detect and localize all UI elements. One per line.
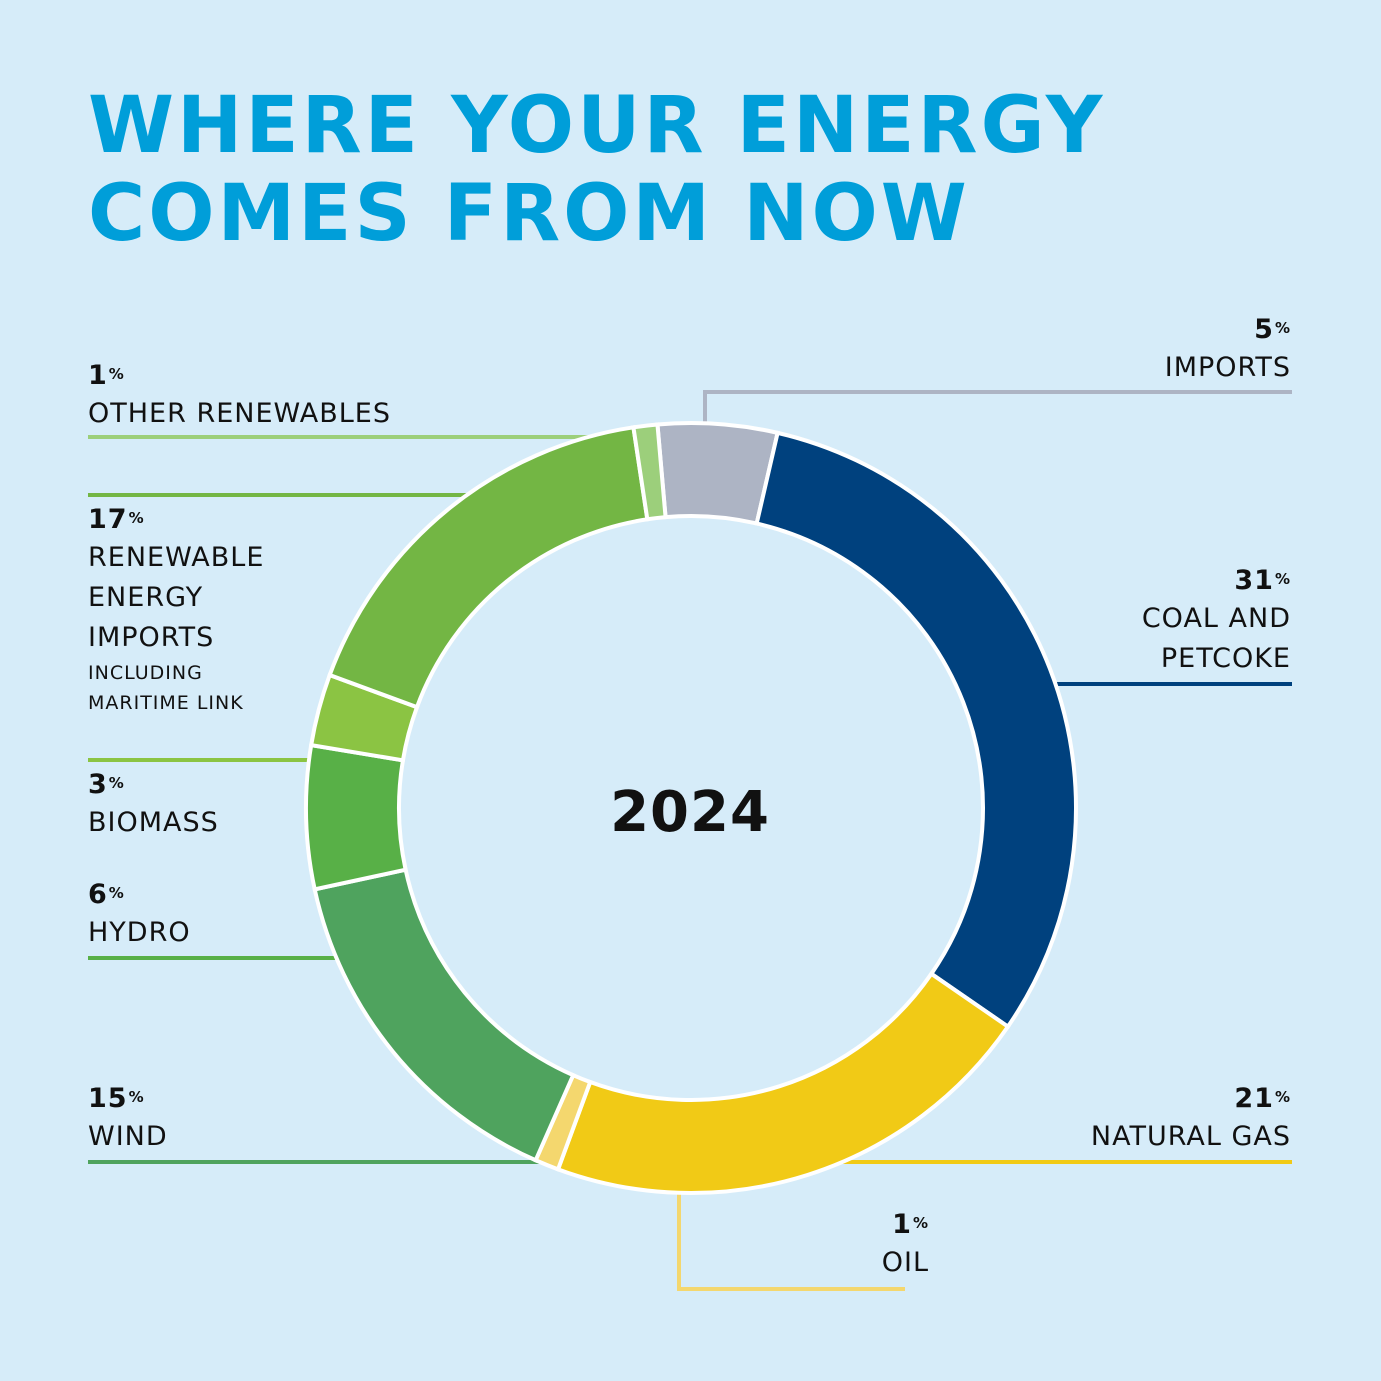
label-other-renewables-name: OTHER RENEWABLES: [88, 398, 391, 429]
label-oil-name: OIL: [881, 1247, 929, 1278]
leader-line-imports: [703, 390, 1292, 432]
label-wind-name: WIND: [88, 1121, 168, 1152]
label-hydro: 6% HYDRO: [88, 877, 191, 953]
label-natural-gas: 21% NATURAL GAS: [1091, 1081, 1291, 1157]
label-renewable-imports-percent: 17%: [88, 504, 145, 535]
leader-line-oil: [677, 1188, 905, 1291]
label-renewable-imports: 17% RENEWABLE ENERGY IMPORTS INCLUDING M…: [88, 502, 264, 718]
slice-other_renewables: [631, 422, 668, 522]
label-hydro-percent: 6%: [88, 879, 125, 910]
label-imports-percent: 5%: [1254, 314, 1291, 345]
slice-hydro: [304, 742, 408, 892]
chart-title: WHERE YOUR ENERGY COMES FROM NOW: [88, 82, 1238, 258]
label-oil-percent: 1%: [892, 1209, 929, 1240]
label-biomass: 3% BIOMASS: [88, 767, 219, 843]
label-other-renewables-percent: 1%: [88, 360, 125, 391]
label-coal: 31% COAL AND PETCOKE: [1142, 563, 1291, 679]
slice-wind: [312, 867, 576, 1163]
slice-coal: [754, 430, 1078, 1030]
donut-slices: [304, 421, 1078, 1195]
label-renewable-imports-line-2: ENERGY: [88, 582, 204, 613]
label-imports-name: IMPORTS: [1164, 352, 1291, 383]
label-wind: 15% WIND: [88, 1081, 168, 1157]
center-year-label: 2024: [610, 780, 770, 845]
label-renewable-imports-line-1: RENEWABLE: [88, 542, 265, 573]
label-imports: 5% IMPORTS: [1165, 312, 1291, 388]
label-wind-percent: 15%: [88, 1083, 145, 1114]
label-hydro-name: HYDRO: [88, 917, 191, 948]
slice-renewable_imports: [327, 425, 650, 710]
label-biomass-name: BIOMASS: [88, 807, 219, 838]
label-gas-percent: 21%: [1234, 1083, 1291, 1114]
label-renewable-imports-sub-2: MARITIME LINK: [88, 692, 244, 714]
chart-title-line-1: WHERE YOUR ENERGY: [88, 81, 1106, 171]
label-renewable-imports-line-3: IMPORTS: [88, 622, 215, 653]
label-oil: 1% OIL: [882, 1207, 929, 1283]
chart-title-line-2: COMES FROM NOW: [88, 169, 970, 259]
label-other-renewables: 1% OTHER RENEWABLES: [88, 358, 391, 434]
label-coal-name-line-1: COAL AND: [1141, 603, 1291, 634]
label-gas-name: NATURAL GAS: [1090, 1121, 1291, 1152]
leader-lines: [88, 390, 1292, 1291]
label-coal-percent: 31%: [1234, 565, 1291, 596]
label-biomass-percent: 3%: [88, 769, 125, 800]
label-coal-name-line-2: PETCOKE: [1160, 643, 1291, 674]
label-renewable-imports-sub-1: INCLUDING: [88, 662, 203, 684]
